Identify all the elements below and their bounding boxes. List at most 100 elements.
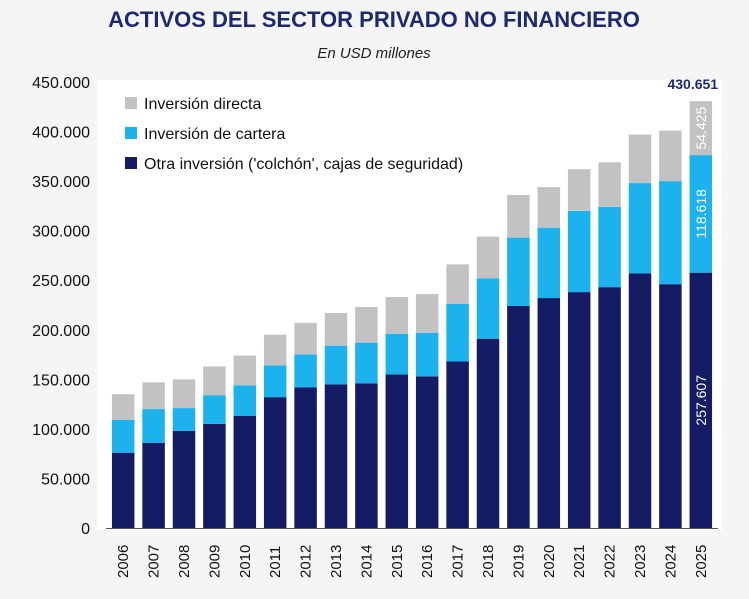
bars <box>111 101 713 528</box>
segment-label-otra: 257.607 <box>693 375 709 426</box>
x-tick-label: 2016 <box>419 545 436 578</box>
bar-segment <box>507 194 530 238</box>
bar-segment <box>355 306 378 343</box>
bar-segment <box>324 345 348 385</box>
bar-segment <box>598 287 621 528</box>
bar-segment <box>385 374 409 528</box>
y-tick-label: 350.000 <box>32 174 90 191</box>
bar-segment <box>476 338 500 528</box>
bar-segment <box>446 304 469 362</box>
bar-segment <box>446 264 469 304</box>
bar-segment <box>142 382 165 410</box>
bar-segment <box>294 322 317 355</box>
bar-segment <box>689 101 713 156</box>
bar-segment <box>172 430 196 528</box>
x-tick-label: 2022 <box>602 545 619 578</box>
legend-label: Inversión directa <box>144 96 261 113</box>
bar-segment <box>628 273 652 528</box>
bar-segment <box>598 162 621 207</box>
bar-segment <box>476 236 500 279</box>
bar-segment <box>537 227 561 299</box>
x-tick-label: 2024 <box>662 545 679 578</box>
bar-segment <box>476 278 500 339</box>
y-tick-label: 100.000 <box>32 422 90 439</box>
bar-segment <box>142 442 165 528</box>
bar-segment <box>203 423 226 528</box>
bar-segment <box>111 394 135 420</box>
x-tick-label: 2010 <box>237 545 254 578</box>
x-tick-label: 2009 <box>206 545 223 578</box>
x-tick-label: 2018 <box>480 545 497 578</box>
x-tick-label: 2007 <box>146 545 163 578</box>
bar-segment <box>355 342 378 384</box>
bar-segment <box>659 284 682 528</box>
x-tick-label: 2012 <box>298 545 315 578</box>
legend-swatch <box>125 127 137 139</box>
x-tick-label: 2015 <box>389 545 406 578</box>
bar-segment <box>567 169 591 211</box>
x-tick-label: 2008 <box>176 545 193 578</box>
bar-segment <box>415 294 439 333</box>
legend-label: Otra inversión ('colchón', cajas de segu… <box>144 156 463 173</box>
bar-segment <box>689 272 713 528</box>
bar-segment <box>294 387 317 528</box>
legend-swatch <box>125 157 137 169</box>
y-tick-label: 250.000 <box>32 273 90 290</box>
x-tick-label: 2025 <box>693 545 710 578</box>
y-tick-label: 0 <box>81 521 90 538</box>
x-tick-label: 2013 <box>328 545 345 578</box>
y-tick-label: 450.000 <box>32 75 90 92</box>
bar-segment <box>507 305 530 528</box>
x-tick-label: 2020 <box>541 545 558 578</box>
y-axis: 0 50.000 100.000 150.000 200.000 250.000 300.0… <box>32 75 90 538</box>
bar-segment <box>507 237 530 306</box>
bar-segment <box>659 130 682 182</box>
bar-segment <box>537 187 561 228</box>
segment-label-cartera: 118.618 <box>693 189 709 239</box>
y-tick-label: 300.000 <box>32 224 90 241</box>
bar-segment <box>263 365 287 398</box>
bar-segment <box>203 366 226 396</box>
bar-segment <box>233 416 257 528</box>
bar-segment <box>567 292 591 528</box>
bar-segment <box>263 334 287 366</box>
segment-label-directa: 54.425 <box>693 106 709 149</box>
x-tick-label: 2006 <box>115 545 132 578</box>
bar-segment <box>385 297 409 334</box>
bar-segment <box>628 183 652 274</box>
legend-label: Inversión de cartera <box>144 126 286 143</box>
x-axis: 2006 2007 2008 2009 2010 2011 2012 2013 2014 2015… <box>106 528 718 578</box>
bar-segment <box>233 355 257 386</box>
bar-segment <box>446 361 469 528</box>
bar-segment <box>415 376 439 528</box>
bar-segment <box>537 298 561 528</box>
bar-segment <box>385 333 409 375</box>
x-tick-label: 2011 <box>267 546 284 578</box>
bar-segment <box>172 408 196 431</box>
bar-segment <box>111 452 135 528</box>
total-label-2025: 430.651 <box>667 76 718 92</box>
bar-segment <box>628 134 652 184</box>
bar-segment <box>415 332 439 377</box>
bar-segment <box>689 155 713 273</box>
chart-subtitle: En USD millones <box>317 45 431 62</box>
x-tick-label: 2017 <box>450 545 467 578</box>
legend-swatch <box>125 97 137 109</box>
annotations: 430.651 257.607 118.618 54.425 <box>667 76 718 425</box>
bar-segment <box>111 419 135 453</box>
bar-segment <box>142 409 165 443</box>
x-tick-label: 2019 <box>510 545 527 578</box>
bar-segment <box>324 384 348 528</box>
bar-segment <box>203 395 226 424</box>
bar-segment <box>598 206 621 288</box>
bar-segment <box>355 383 378 528</box>
bar-segment <box>263 397 287 528</box>
x-tick-label: 2023 <box>632 545 649 578</box>
y-tick-label: 50.000 <box>41 471 90 488</box>
bar-segment <box>233 385 257 416</box>
x-tick-label: 2014 <box>358 545 375 578</box>
chart-title: ACTIVOS DEL SECTOR PRIVADO NO FINANCIERO <box>108 7 640 32</box>
bar-segment <box>172 379 196 409</box>
y-tick-label: 150.000 <box>32 372 90 389</box>
